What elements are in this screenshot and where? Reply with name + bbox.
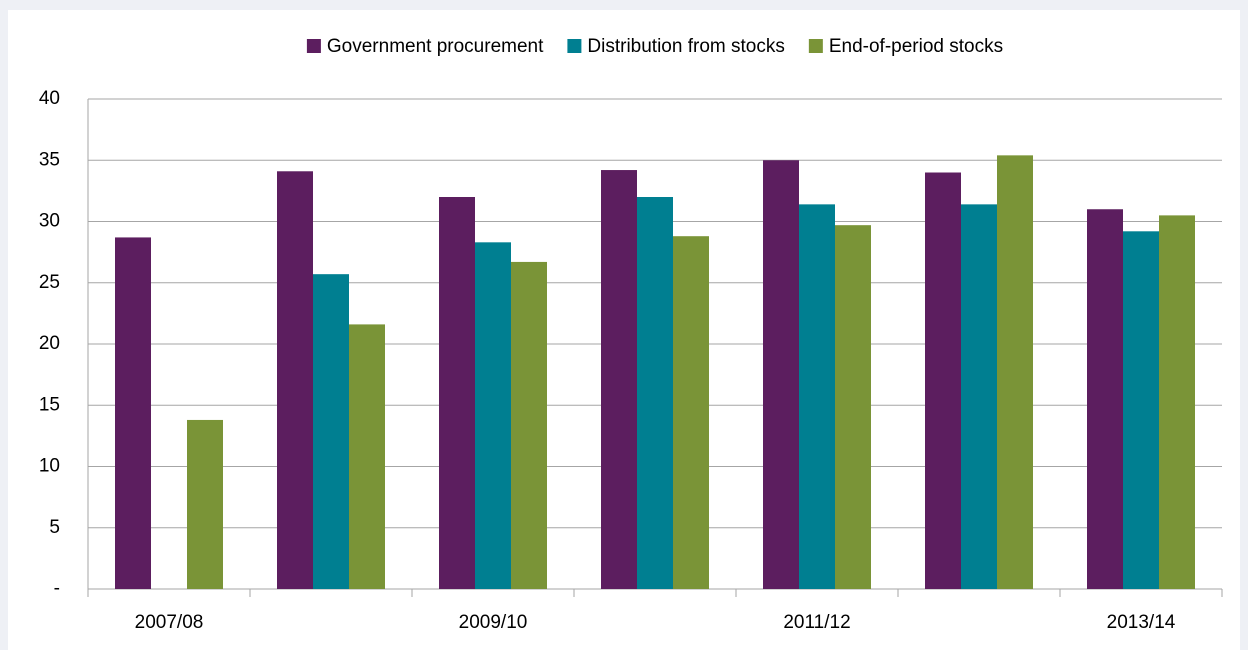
bar xyxy=(961,204,997,589)
y-tick-label: 20 xyxy=(39,333,60,354)
y-tick-label: 10 xyxy=(39,456,60,477)
bar xyxy=(187,419,223,589)
y-tick-label: 25 xyxy=(39,272,60,293)
legend: Government procurement Distribution from … xyxy=(306,36,1003,57)
legend-swatch xyxy=(567,39,582,53)
bar xyxy=(313,274,349,589)
bar xyxy=(439,197,475,589)
x-tick-label: 2007/08 xyxy=(135,612,204,633)
bar xyxy=(1087,209,1123,589)
x-tick-label: 2009/10 xyxy=(459,612,528,633)
bar xyxy=(835,225,871,590)
legend-swatch xyxy=(808,39,823,53)
y-tick-label: - xyxy=(54,578,60,599)
legend-swatch xyxy=(306,39,321,53)
y-tick-label: 35 xyxy=(39,149,60,170)
bar xyxy=(475,242,511,589)
bar xyxy=(601,170,637,590)
y-tick-label: 30 xyxy=(39,211,60,232)
legend-label: Government procurement xyxy=(327,36,544,57)
legend-label: Distribution from stocks xyxy=(587,36,784,57)
y-tick-label: 15 xyxy=(39,394,60,415)
bar xyxy=(925,172,961,589)
bar xyxy=(277,171,313,589)
bar xyxy=(997,155,1033,589)
bar xyxy=(1159,215,1195,589)
y-tick-label: 5 xyxy=(49,517,60,538)
x-tick-label: 2011/12 xyxy=(783,612,850,633)
bar xyxy=(763,160,799,589)
bar xyxy=(799,204,835,589)
legend-label: End-of-period stocks xyxy=(829,36,1003,57)
y-tick-label: 40 xyxy=(39,88,60,109)
bar xyxy=(349,324,385,589)
bar xyxy=(673,236,709,589)
bar xyxy=(511,261,547,589)
bar xyxy=(1123,231,1159,590)
x-tick-label: 2013/14 xyxy=(1107,612,1176,633)
bar xyxy=(637,197,673,589)
bar xyxy=(115,237,151,590)
